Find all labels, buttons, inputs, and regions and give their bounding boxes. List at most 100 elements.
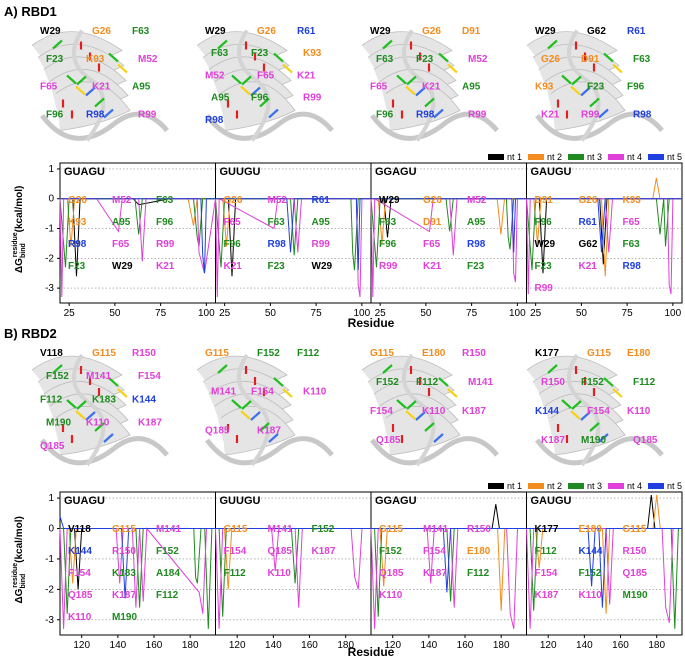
x-tick-label: 25: [375, 308, 387, 319]
legend-label: nt 2: [547, 152, 562, 162]
rna-stick: [250, 411, 261, 421]
series-line: [60, 198, 216, 274]
plot-residue-label: G26: [68, 195, 87, 206]
structure-residue-label: R61: [297, 26, 316, 37]
plot-residue-label: K177: [535, 524, 559, 535]
structure-residue-label: R99: [138, 109, 157, 120]
rna-stick: [598, 433, 609, 443]
plot-residue-label: R98: [68, 239, 87, 250]
structure-residue-label: K144: [132, 394, 156, 405]
plot-residue-label: F152: [156, 546, 179, 557]
x-tick-label: 180: [648, 640, 665, 651]
rna-stick: [571, 400, 582, 410]
structure-residue-label: F112: [416, 377, 439, 388]
plot-residue-label: F23: [268, 261, 286, 272]
plot-panel: GAUGU 25 50 75 100 D91 G26 K93 F96 R61 F65 W29 G62 F6…: [526, 162, 683, 319]
structure-residue-label: K21: [422, 82, 441, 93]
panel-frame: [215, 162, 372, 304]
x-tick-label: 120: [73, 640, 90, 651]
structure-residue-label: F23: [251, 48, 269, 59]
structure-residue-label: K144: [535, 406, 559, 417]
rna-stick: [561, 399, 572, 409]
rna-stick: [382, 364, 393, 374]
structure-residue-label: G115: [92, 348, 116, 359]
rna-stick: [75, 410, 86, 420]
plot-residue-label: M190: [623, 590, 648, 601]
structure-residue-label: M52: [468, 54, 488, 65]
structure-image: W29 G26 D91 F63 F23 M52 F65 K21 A95 F96 R98 R99: [361, 26, 499, 142]
rna-stick: [580, 86, 591, 97]
rna-stick: [108, 52, 119, 63]
structure-residue-label: R99: [581, 109, 600, 120]
plot-residue-label: F63: [268, 217, 286, 228]
plot-residue-label: M141: [423, 524, 448, 535]
series-line: [215, 198, 371, 271]
structure-residue-label: K187: [462, 406, 486, 417]
ribbon-loop: [237, 29, 271, 142]
x-tick-label: 25: [64, 308, 76, 319]
plot-residue-label: K110: [579, 590, 603, 601]
structure-residue-label: F65: [370, 82, 388, 93]
x-tick-label: 50: [109, 308, 121, 319]
plot-residue-label: F152: [579, 568, 602, 579]
x-tick-label: 120: [384, 640, 401, 651]
ribbon-loop: [535, 436, 664, 466]
plot-residue-label: F23: [535, 261, 553, 272]
rna-stick: [117, 63, 128, 74]
structure-residue-label: M141: [211, 387, 236, 398]
x-tick-label: 75: [466, 308, 478, 319]
plot-residue-label: R61: [579, 217, 598, 228]
rna-stick: [547, 364, 558, 374]
structure-residue-label: R98: [86, 109, 105, 120]
rna-stick: [231, 74, 242, 85]
series-line: [526, 198, 682, 253]
x-tick-label: 50: [265, 308, 277, 319]
plot-residue-label: K187: [535, 590, 559, 601]
structure-residue-label: E180: [422, 348, 446, 359]
panel-sequence-label: GGAGU: [375, 495, 417, 507]
structure-residue-label: K187: [541, 435, 565, 446]
plot-residue-label: F112: [467, 568, 490, 579]
plot-residue-label: K21: [423, 261, 442, 272]
rna-stick: [598, 108, 609, 119]
plot-residue-label: F65: [112, 239, 130, 250]
y-tick-label: 1: [48, 164, 54, 175]
ribbon-loop: [402, 353, 436, 467]
plot-residue-label: M52: [112, 195, 132, 206]
rna-stick: [580, 411, 591, 421]
plot-residue-label: G26: [224, 195, 243, 206]
plot-residue-label: D91: [423, 217, 442, 228]
structure-residue-label: F112: [40, 394, 63, 405]
structure-residue-label: F112: [633, 377, 656, 388]
rna-stick: [282, 63, 293, 74]
plot-residue-label: F112: [156, 590, 179, 601]
structure-residue-label: K177: [535, 348, 559, 359]
x-tick-label: 100: [665, 308, 682, 319]
structure-residue-label: W29: [40, 26, 61, 37]
ribbon-loop: [72, 29, 106, 142]
structure-residue-label: K21: [297, 70, 316, 81]
structure-residue-label: M52: [138, 54, 158, 65]
plot-panel: GUUGU 120 140 160 180 G115 M141 F152 F154 Q185 K18…: [215, 491, 372, 651]
y-tick-label: -2: [45, 253, 54, 264]
structure-residue-label: M190: [46, 418, 71, 429]
structure-residue-label: F96: [251, 93, 269, 104]
legend-label: nt 3: [587, 481, 602, 491]
plot-residue-label: F96: [156, 217, 174, 228]
rna-stick: [561, 74, 572, 85]
structure-residue-label: Q185: [205, 425, 230, 436]
x-tick-label: 160: [301, 640, 318, 651]
plot-residue-label: D91: [535, 195, 554, 206]
structure-residue-label: F63: [211, 48, 229, 59]
structure-residue-label: R150: [541, 377, 565, 388]
x-tick-label: 100: [354, 308, 371, 319]
legend-label: nt 3: [587, 152, 602, 162]
section-label: A) RBD1: [4, 4, 57, 19]
structure-residue-label: K93: [535, 82, 554, 93]
plot-residue-label: K110: [379, 590, 403, 601]
plot-residue-label: K183: [112, 568, 136, 579]
structure-residue-label: M141: [86, 371, 111, 382]
structure-residue-label: R150: [462, 348, 486, 359]
y-tick-label: -1: [45, 554, 54, 565]
